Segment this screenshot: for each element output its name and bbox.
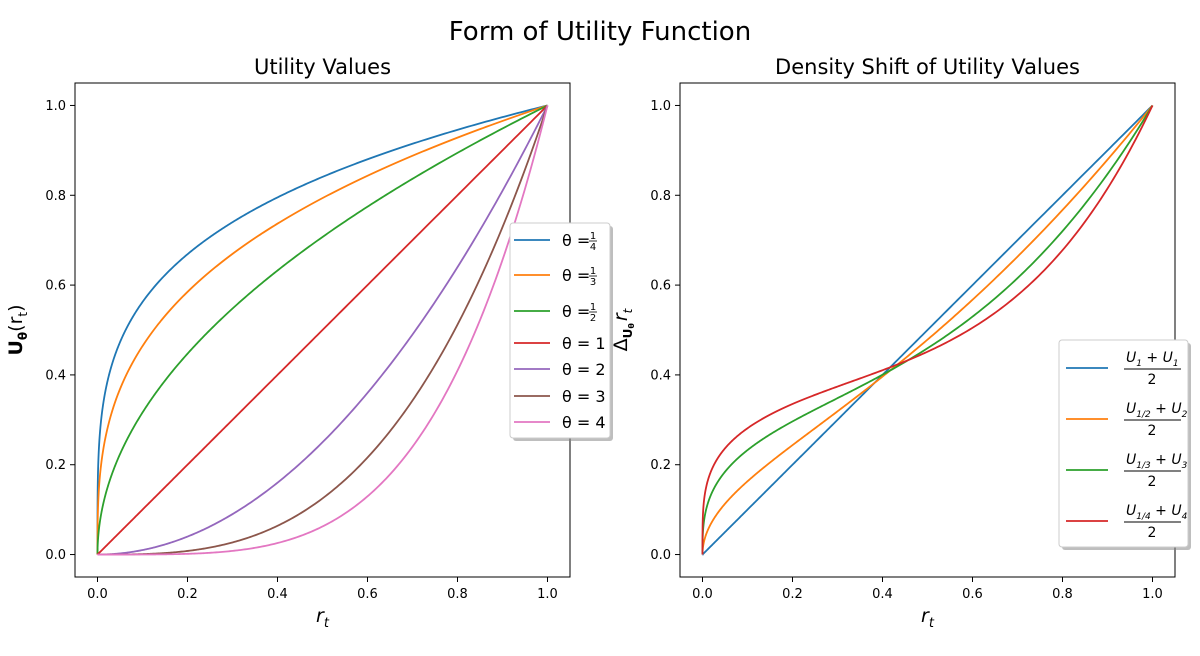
legend-label: U1/4 + U4 xyxy=(1126,503,1188,522)
legend-label: θ = 1 xyxy=(562,334,606,353)
x-tick-label: 0.2 xyxy=(782,587,803,602)
utility-values-panel: Utility Values 0.0 0.2 0.4 0.6 0.8 1.0 0.0 0.2 0.… xyxy=(5,55,613,631)
y-tick-label: 0.0 xyxy=(650,548,671,563)
series-line xyxy=(96,104,548,555)
y-tick-label: 0.0 xyxy=(45,548,66,563)
series-line xyxy=(701,105,1154,555)
x-tick-label: 1.0 xyxy=(1142,587,1163,602)
x-tick-label: 0.8 xyxy=(447,587,468,602)
x-tick-label: 1.0 xyxy=(537,587,558,602)
x-tick-label: 0.4 xyxy=(872,587,893,602)
series-line xyxy=(701,104,1154,555)
legend-frac-den: 2 xyxy=(1148,525,1157,541)
x-tick-label: 0.2 xyxy=(177,587,198,602)
x-tick-label: 0.0 xyxy=(692,587,713,602)
x-tick-label: 0.6 xyxy=(357,587,378,602)
y-tick-label: 0.6 xyxy=(45,279,66,294)
legend-frac-num: 1 xyxy=(590,266,596,277)
y-tick-label: 0.2 xyxy=(45,458,66,473)
legend-frac-den: 2 xyxy=(1148,423,1157,439)
legend-frac-den: 4 xyxy=(590,242,596,253)
legend-label: θ = xyxy=(562,302,590,321)
legend-label: θ = 2 xyxy=(562,360,606,379)
axes-title: Density Shift of Utility Values xyxy=(775,55,1080,79)
figure-title: Form of Utility Function xyxy=(449,17,751,47)
x-tick-label: 0.8 xyxy=(1052,587,1073,602)
y-axis-label: ΔUθrt xyxy=(610,307,636,351)
y-tick-label: 0.2 xyxy=(650,458,671,473)
legend-label: U1/2 + U2 xyxy=(1126,401,1188,420)
legend-label: θ = 4 xyxy=(562,413,606,432)
series-line xyxy=(96,104,548,555)
y-tick-label: 0.8 xyxy=(650,189,671,204)
axes-frame xyxy=(679,82,1176,578)
legend-label: U1/3 + U3 xyxy=(1126,452,1188,471)
x-tick-label: 0.6 xyxy=(962,587,983,602)
series-line xyxy=(97,105,549,556)
y-tick-label: 0.8 xyxy=(45,189,66,204)
density-shift-panel: Density Shift of Utility Values 0.0 0.2 0.4… xyxy=(610,55,1191,631)
legend-label: θ = 3 xyxy=(562,387,606,406)
legend-label: θ = xyxy=(562,266,590,285)
legend-box xyxy=(509,222,611,439)
series-line xyxy=(96,104,548,555)
y-tick-label: 0.4 xyxy=(650,368,671,383)
series-lines xyxy=(701,104,1154,556)
legend-frac-den: 2 xyxy=(1148,474,1157,490)
y-tick-label: 0.4 xyxy=(45,368,66,383)
legend-frac-den: 2 xyxy=(590,313,596,324)
legend: θ = 14θ = 13θ = 12θ = 1θ = 2θ = 3θ = 4 xyxy=(509,222,613,441)
y-tick-label: 1.0 xyxy=(650,99,671,114)
legend-frac-den: 2 xyxy=(1148,372,1157,388)
axes-title: Utility Values xyxy=(254,55,391,79)
x-axis-label: rt xyxy=(921,605,935,631)
series-lines xyxy=(96,104,549,556)
series-line xyxy=(701,104,1154,555)
x-tick-label: 0.0 xyxy=(87,587,108,602)
legend-label: θ = xyxy=(562,231,590,250)
x-tick-label: 0.4 xyxy=(267,587,288,602)
legend-frac-den: 3 xyxy=(590,277,596,288)
series-line xyxy=(96,104,549,556)
y-axis-label: Uθ(rt) xyxy=(5,304,30,355)
legend-box xyxy=(1058,339,1189,548)
legend: U1 + U1 2 U1/2 + U2 2 U1/3 + U3 2 U1/4 + U4 2 xyxy=(1058,339,1191,550)
legend-frac-num: 1 xyxy=(590,231,596,242)
legend-frac-num: 1 xyxy=(590,302,596,313)
y-tick-label: 0.6 xyxy=(650,279,671,294)
series-line xyxy=(701,104,1154,556)
legend-label: U1 + U1 xyxy=(1126,350,1179,369)
x-axis-label: rt xyxy=(316,605,330,631)
y-tick-label: 1.0 xyxy=(45,99,66,114)
